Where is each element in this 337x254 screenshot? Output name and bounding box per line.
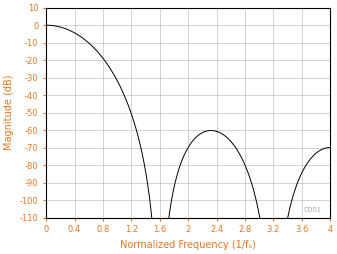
- Y-axis label: Magnitude (dB): Magnitude (dB): [4, 75, 14, 150]
- X-axis label: Normalized Frequency (1/fₛ): Normalized Frequency (1/fₛ): [120, 240, 256, 250]
- Text: C001: C001: [303, 208, 322, 213]
